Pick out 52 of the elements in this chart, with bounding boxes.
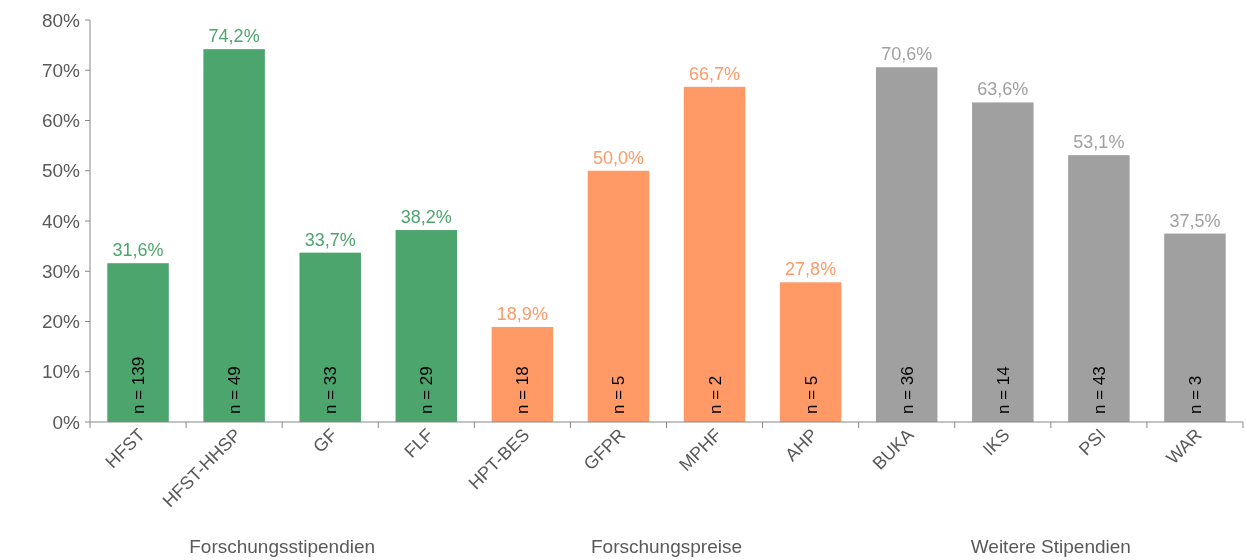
y-tick-label: 0% — [52, 411, 81, 433]
y-tick-label: 20% — [41, 311, 81, 333]
bar — [1068, 155, 1130, 422]
data-label: 38,2% — [400, 207, 452, 228]
text: Forschungsstipendien — [189, 536, 376, 557]
bar — [1164, 233, 1226, 422]
data-label: 53,1% — [1073, 132, 1125, 153]
bar — [299, 252, 361, 422]
text: Weitere Stipendien — [970, 536, 1131, 557]
annotation: n = 36 — [897, 366, 917, 414]
data-label: 74,2% — [208, 26, 260, 47]
y-tick-label: 30% — [41, 260, 81, 282]
annotation: n = 33 — [321, 366, 341, 414]
bar — [683, 86, 746, 422]
bar — [491, 327, 554, 422]
y-tick-label: 70% — [41, 59, 81, 81]
y-tick-label: 40% — [41, 210, 81, 232]
x-tick-label: PSI — [1075, 424, 1110, 460]
annotation: n = 3 — [1185, 375, 1205, 414]
annotation: n = 49 — [225, 366, 245, 414]
data-label: 27,8% — [785, 259, 837, 280]
bar — [587, 170, 650, 422]
annotation: n = 2 — [705, 375, 725, 414]
data-label: 66,7% — [689, 63, 741, 84]
data-label: 37,5% — [1169, 210, 1221, 231]
x-tick-label: IKS — [978, 424, 1014, 460]
annotation: n = 43 — [1089, 366, 1109, 414]
x-tick-label: GF — [309, 424, 342, 457]
data-label: 18,9% — [496, 304, 548, 325]
data-label: 70,6% — [881, 44, 933, 65]
bar — [779, 282, 842, 422]
bar — [972, 102, 1034, 422]
annotation: n = 5 — [609, 375, 629, 414]
y-tick-label: 50% — [41, 160, 81, 182]
data-label: 33,7% — [304, 229, 356, 250]
y-tick-label: 80% — [41, 9, 81, 31]
data-label: 50,0% — [592, 147, 644, 168]
text: Forschungspreise — [590, 536, 743, 557]
annotation: n = 139 — [129, 356, 149, 414]
annotation: n = 18 — [513, 366, 533, 414]
annotation: n = 29 — [417, 366, 437, 414]
bar — [107, 263, 169, 422]
bar — [395, 230, 458, 422]
y-tick-label: 10% — [41, 361, 81, 383]
bar — [875, 67, 938, 422]
annotation: n = 14 — [993, 366, 1013, 414]
data-label: 31,6% — [112, 240, 164, 261]
x-tick-label: FLF — [400, 424, 438, 462]
bar — [203, 49, 265, 422]
annotation: n = 5 — [801, 375, 821, 414]
data-label: 63,6% — [977, 79, 1029, 100]
y-tick-label: 60% — [41, 110, 81, 132]
